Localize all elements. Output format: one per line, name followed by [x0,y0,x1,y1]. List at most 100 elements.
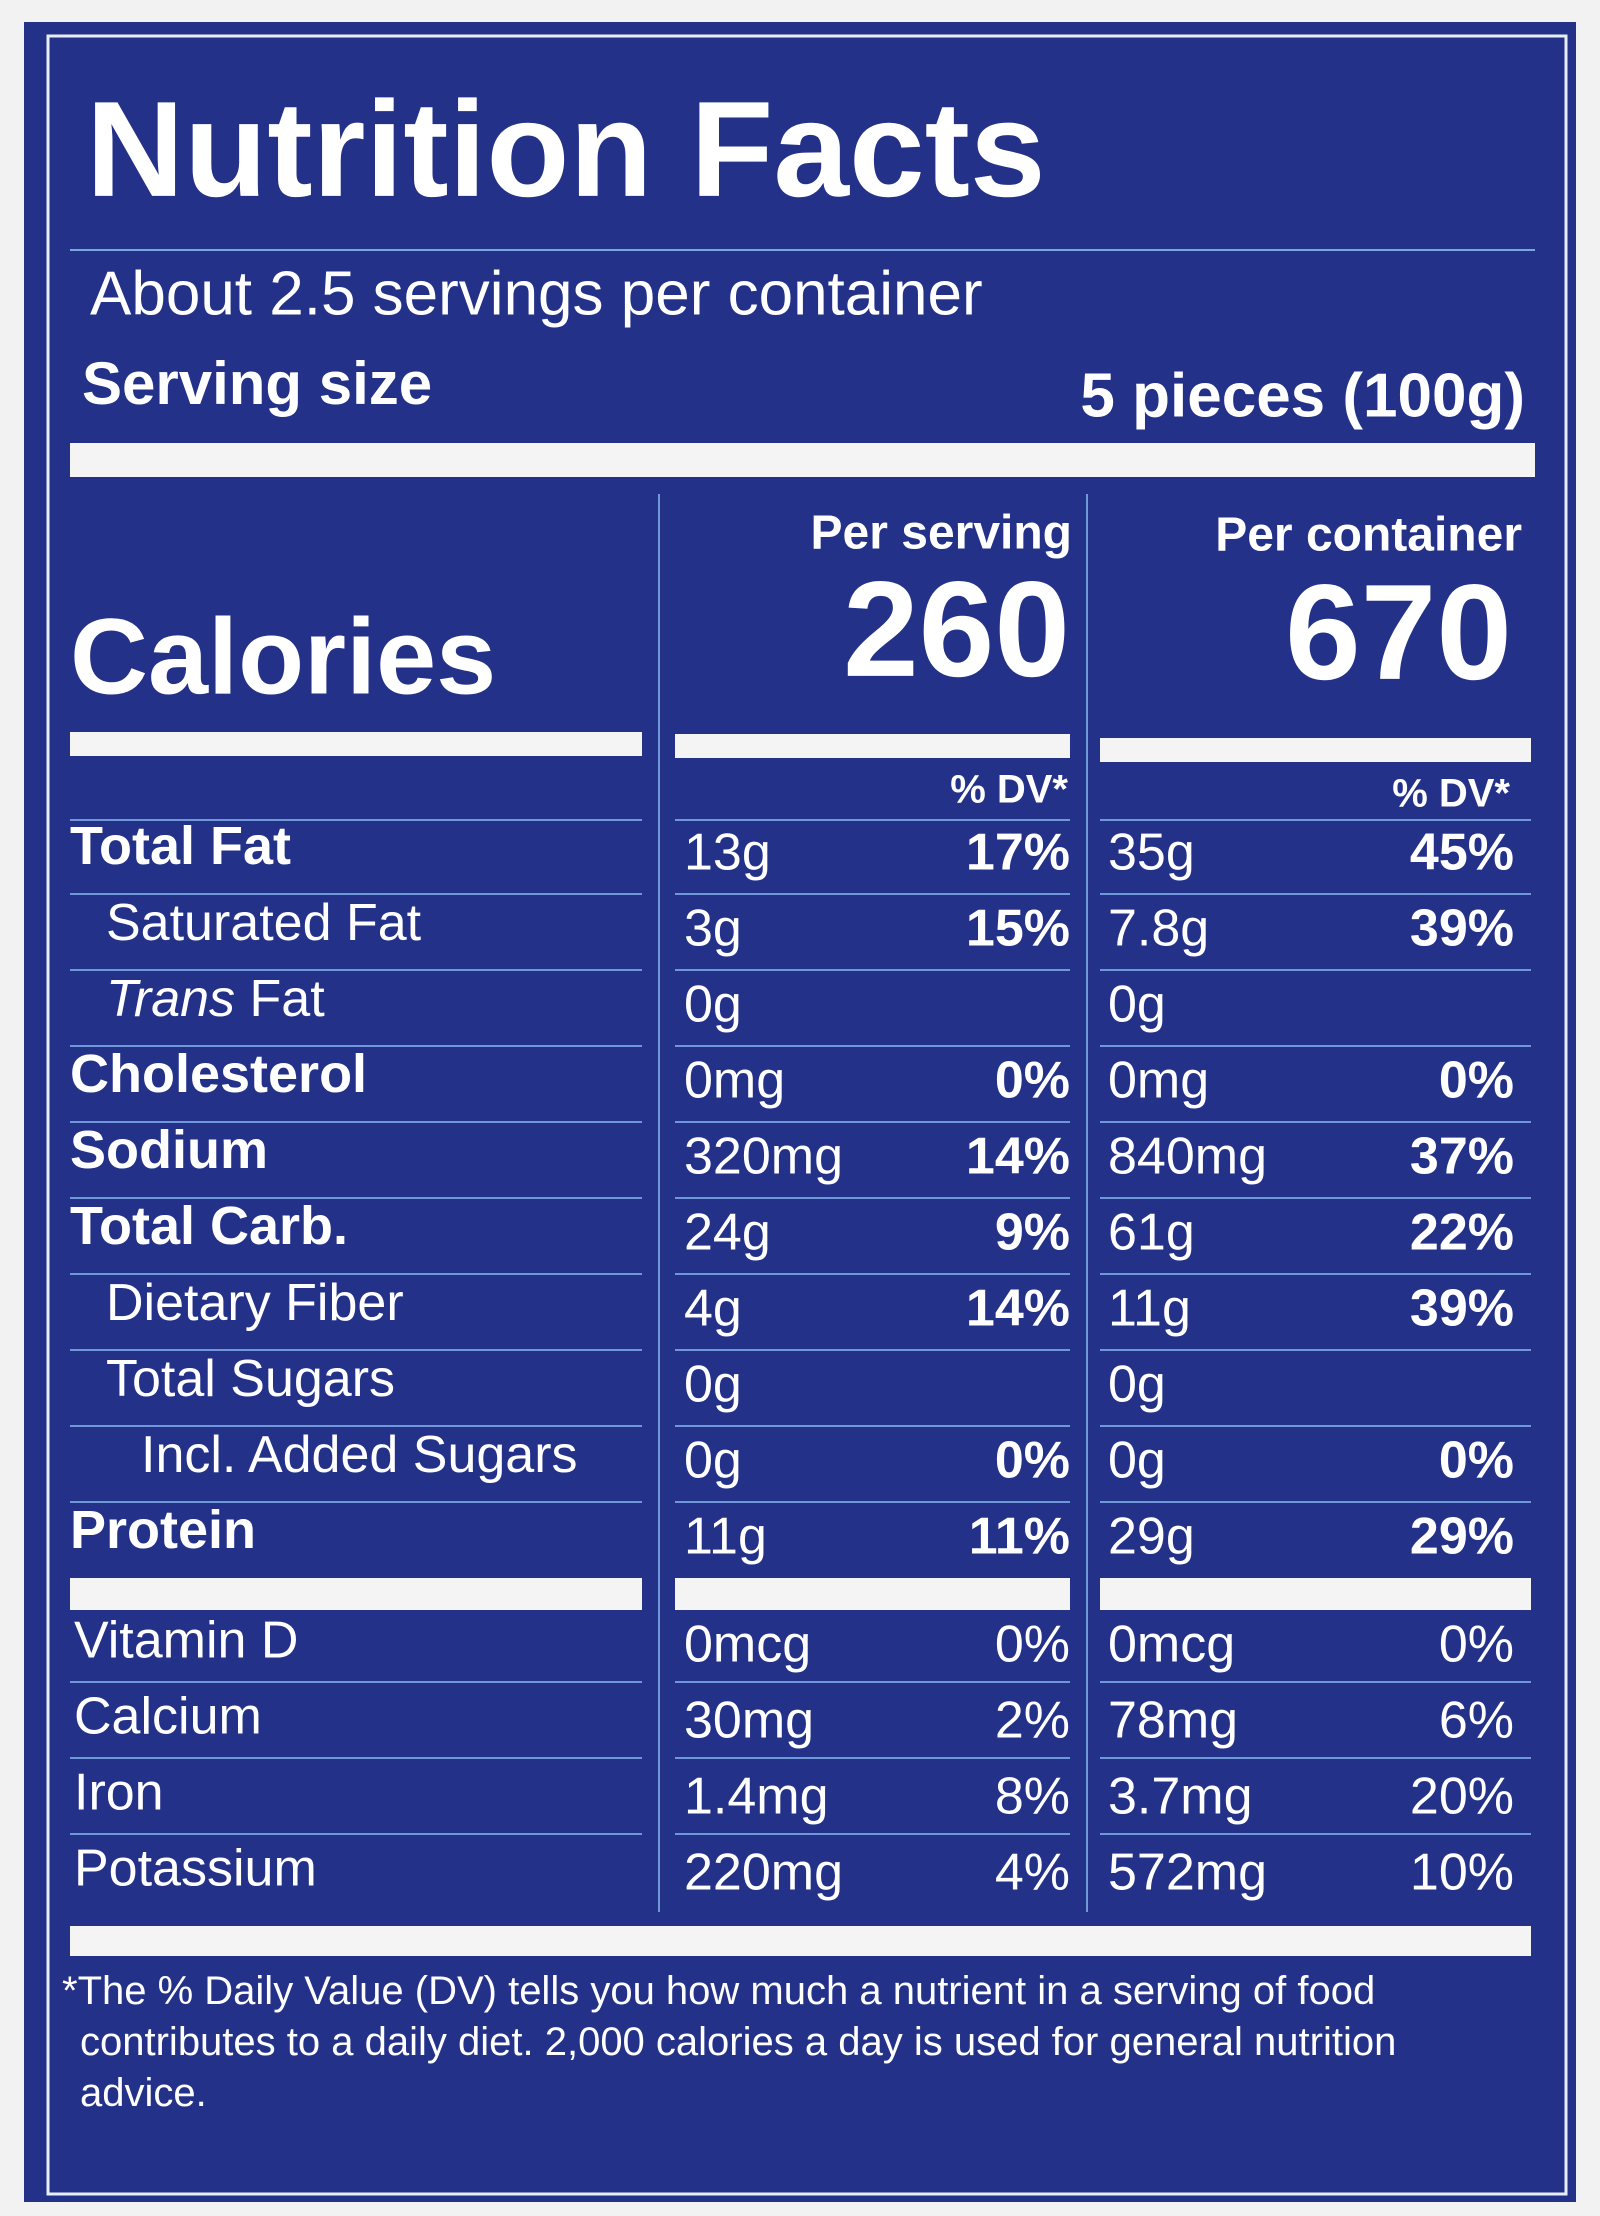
amount: 7.8g [1108,900,1209,958]
daily-value: 10% [1410,1844,1514,1902]
daily-value: 39% [1410,1280,1514,1338]
nutrient-name-text: Total Sugars [106,1350,395,1408]
amount: 11g [1108,1280,1191,1338]
amount: 30mg [684,1692,814,1750]
nutrient-name: Cholesterol [70,1044,367,1104]
bar [70,1578,642,1610]
amount: 0g [684,976,742,1034]
amount: 61g [1108,1204,1195,1262]
amount: 220mg [684,1844,843,1902]
column-header: Per serving [811,507,1072,560]
footnote: *The % Daily Value (DV) tells you how mu… [62,1969,1397,2115]
vitamin-name: Calcium [74,1688,262,1746]
daily-value: 6% [1439,1692,1514,1750]
nutrient-name: Sodium [70,1120,268,1180]
daily-value: 0% [995,1052,1070,1110]
title: Nutrition Facts [86,73,1046,225]
nutrient-name: Saturated Fat [106,894,422,952]
vitamin-name: Potassium [74,1840,317,1898]
bar [675,734,1070,758]
bar [70,1926,1531,1956]
nutrient-name-text: Fat [250,970,326,1028]
bar [70,732,642,756]
amount: 0mg [684,1052,785,1110]
bar [1100,738,1531,762]
servings: About 2.5 servings per container [90,259,983,328]
dv-header: % DV* [950,768,1068,812]
nutrient-name: Total Sugars [106,1350,395,1408]
amount: 572mg [1108,1844,1267,1902]
daily-value: 15% [966,900,1070,958]
nutrient-name-text: Sodium [70,1120,268,1180]
amount: 29g [1108,1508,1195,1566]
amount: 0g [1108,976,1166,1034]
nutrient-name: Trans Fat [106,970,325,1028]
column-header: Per container [1215,509,1522,562]
amount: 320mg [684,1128,843,1186]
amount: 1.4mg [684,1768,829,1826]
nutrient-name-text: Incl. Added Sugars [141,1426,578,1484]
serving-size-value: 5 pieces (100g) [1080,361,1525,430]
calories-value: 670 [1285,556,1512,708]
nutrient-name: Total Fat [70,816,291,876]
nutrient-name-text: Protein [70,1500,256,1560]
nutrient-name-text: Total Carb. [70,1196,348,1256]
bar [1100,1578,1531,1610]
daily-value: 8% [995,1768,1070,1826]
daily-value: 22% [1410,1204,1514,1262]
amount: 0g [684,1356,742,1414]
amount: 11g [684,1508,767,1566]
daily-value: 37% [1410,1128,1514,1186]
amount: 0mcg [1108,1616,1235,1674]
calories-value: 260 [843,553,1070,705]
amount: 24g [684,1204,771,1262]
amount: 0mcg [684,1616,811,1674]
bar [675,1578,1070,1610]
amount: 840mg [1108,1128,1267,1186]
amount: 0g [1108,1432,1166,1490]
vitamin-name: Iron [74,1764,164,1822]
amount: 35g [1108,824,1195,882]
amount: 0g [684,1432,742,1490]
nutrient-name: Dietary Fiber [106,1274,404,1332]
daily-value: 17% [966,824,1070,882]
nutrient-name-italic: Trans [106,970,235,1028]
daily-value: 0% [1439,1052,1514,1110]
nutrient-name-text: Saturated Fat [106,894,422,952]
amount: 3g [684,900,742,958]
calories-label: Calories [70,596,496,717]
serving-size-label: Serving size [82,350,432,417]
daily-value: 14% [966,1128,1070,1186]
nutrient-name-text: Cholesterol [70,1044,367,1104]
daily-value: 0% [995,1432,1070,1490]
dv-header: % DV* [1392,772,1510,816]
daily-value: 14% [966,1280,1070,1338]
daily-value: 4% [995,1844,1070,1902]
amount: 78mg [1108,1692,1238,1750]
daily-value: 45% [1410,824,1514,882]
nutrient-name-text: Dietary Fiber [106,1274,404,1332]
label-panel [24,22,1576,2202]
nutrient-name-text: Total Fat [70,816,291,876]
amount: 0g [1108,1356,1166,1414]
amount: 3.7mg [1108,1768,1253,1826]
amount: 0mg [1108,1052,1209,1110]
daily-value: 29% [1410,1508,1514,1566]
daily-value: 0% [1439,1616,1514,1674]
daily-value: 9% [995,1204,1070,1262]
daily-value: 2% [995,1692,1070,1750]
amount: 13g [684,824,771,882]
vitamin-name: Vitamin D [74,1612,298,1670]
nutrient-name: Incl. Added Sugars [141,1426,578,1484]
thick-bar [70,443,1535,477]
daily-value: 20% [1410,1768,1514,1826]
nutrient-name: Total Carb. [70,1196,348,1256]
daily-value: 39% [1410,900,1514,958]
daily-value: 11% [969,1508,1070,1566]
amount: 4g [684,1280,742,1338]
label-border [46,34,1568,2196]
daily-value: 0% [995,1616,1070,1674]
nutrient-name: Protein [70,1500,256,1560]
